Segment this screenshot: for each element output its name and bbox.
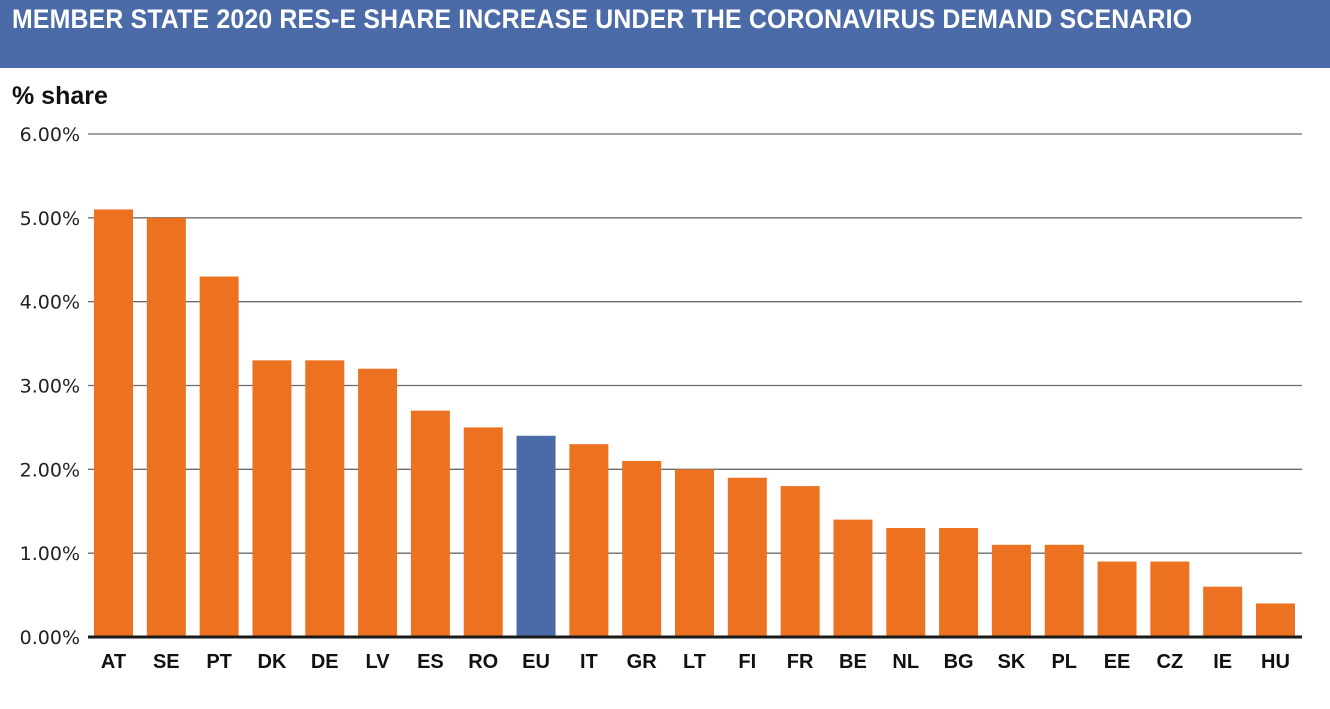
x-tick-label: AT [101,651,126,673]
x-tick-label: BG [944,651,974,673]
bar-pl [1044,544,1084,637]
x-tick-label: GR [627,651,658,673]
x-tick-label: LT [683,651,706,673]
bar-bg [939,528,979,637]
bar-gr [622,460,662,637]
bar-it [569,444,609,637]
x-tick-label: IT [580,651,598,673]
x-tick-label: EE [1104,651,1131,673]
bar-at [94,209,133,637]
bar-hu [1256,603,1295,637]
x-tick-label: LV [366,651,391,673]
y-axis-label: % share [12,82,108,110]
x-tick-label: NL [892,651,919,673]
bar-nl [886,528,926,637]
y-tick-label: 0.00% [20,627,80,649]
bar-eu [516,435,556,637]
bar-be [833,519,873,637]
bar-fr [780,486,820,637]
bars [94,209,1295,638]
bar-de [305,360,345,637]
bar-es [410,410,450,637]
x-tick-label: BE [839,651,867,673]
bar-ie [1203,586,1243,637]
x-tick-label: RO [468,651,498,673]
y-tick-label: 6.00% [20,124,80,146]
x-tick-label: ES [417,651,444,673]
x-tick-label: EU [522,651,550,673]
bar-pt [199,276,239,637]
bar-sk [991,544,1031,637]
bar-se [146,217,186,638]
bar-lt [675,469,714,637]
y-tick-label: 5.00% [20,208,80,230]
x-tick-label: FR [787,651,814,673]
y-tick-label: 4.00% [20,292,80,314]
x-tick-label: DE [311,651,339,673]
bar-fi [727,477,767,637]
x-tick-label: DK [258,651,287,673]
x-axis-labels: AT SE PT DK DE LV ES RO EU IT GR LT FI FR BE NL BG SK PL EE… [101,651,1290,673]
title-bar: MEMBER STATE 2020 RES-E SHARE INCREASE U… [0,0,1330,68]
x-tick-label: CZ [1157,651,1184,673]
bar-dk [252,360,292,637]
x-tick-label: SE [153,651,180,673]
bar-lv [358,368,398,637]
y-tick-label: 3.00% [20,376,80,398]
y-axis-ticks: 0.00% 1.00% 2.00% 3.00% 4.00% 5.00% 6.00% [20,124,80,649]
x-tick-label: SK [998,651,1026,673]
x-tick-label: IE [1213,651,1232,673]
x-tick-label: FI [738,651,756,673]
bar-cz [1150,561,1190,637]
x-tick-label: PT [206,651,232,673]
y-tick-label: 2.00% [20,459,80,481]
bar-ee [1097,561,1137,637]
x-tick-label: PL [1051,651,1077,673]
chart-title: MEMBER STATE 2020 RES-E SHARE INCREASE U… [12,4,1193,34]
y-tick-label: 1.00% [20,543,80,565]
x-tick-label: HU [1261,651,1290,673]
bar-ro [463,427,503,637]
